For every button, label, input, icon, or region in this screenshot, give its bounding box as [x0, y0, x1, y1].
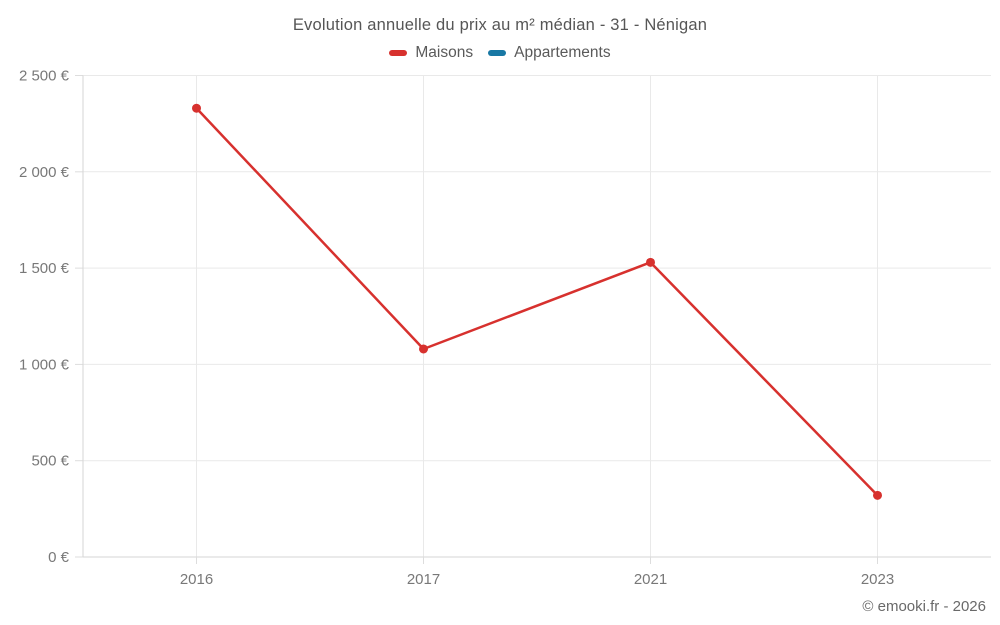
x-axis-tick-label: 2016 — [180, 571, 213, 588]
legend-label: Appartements — [514, 44, 611, 61]
legend-swatch-icon — [488, 50, 507, 56]
y-axis-tick-label: 500 € — [31, 453, 69, 470]
x-axis-tick-label: 2017 — [407, 571, 440, 588]
x-axis-tick-label: 2021 — [634, 571, 667, 588]
copyright-footer: © emooki.fr - 2026 — [862, 598, 986, 615]
y-axis-tick-label: 2 500 € — [19, 68, 70, 85]
x-axis-tick-label: 2023 — [861, 571, 894, 588]
legend-label: Maisons — [415, 44, 474, 61]
data-point-maisons[interactable] — [192, 103, 201, 113]
series-line-maisons — [195, 106, 879, 497]
data-point-maisons[interactable] — [646, 257, 655, 267]
chart-legend: Maisons Appartements — [0, 44, 1000, 62]
legend-swatch-icon — [389, 50, 408, 56]
legend-item-maisons[interactable]: Maisons — [389, 44, 473, 62]
y-axis-tick-label: 2 000 € — [19, 164, 70, 181]
legend-item-appartements[interactable]: Appartements — [488, 44, 611, 62]
chart-title: Evolution annuelle du prix au m² médian … — [292, 16, 708, 34]
y-axis-tick-label: 1 000 € — [19, 356, 70, 373]
data-point-maisons[interactable] — [873, 490, 882, 500]
y-axis-tick-label: 0 € — [48, 549, 70, 566]
y-axis-tick-label: 1 500 € — [19, 260, 70, 277]
data-point-maisons[interactable] — [419, 344, 428, 354]
